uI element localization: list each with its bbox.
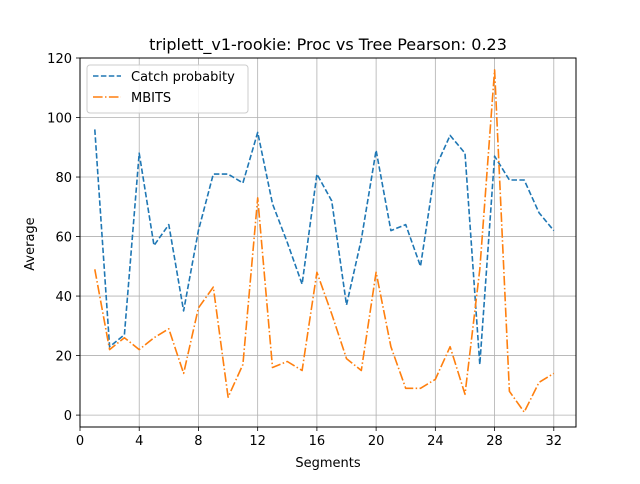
y-tick-label: 40 (55, 290, 72, 305)
legend-box (86, 64, 249, 114)
grid (79, 57, 576, 427)
y-axis-label: Average (23, 217, 38, 270)
y-tick-label: 20 (55, 350, 72, 365)
chart-title: triplett_v1-rookie: Proc vs Tree Pearson… (149, 35, 507, 55)
y-tick-label: 60 (55, 231, 72, 246)
y-tick-label: 100 (47, 112, 72, 127)
x-tick-label: 32 (546, 434, 563, 449)
x-tick-label: 24 (427, 434, 444, 449)
x-tick-label: 16 (309, 434, 326, 449)
x-tick-label: 28 (486, 434, 503, 449)
x-axis-label: Segments (295, 456, 361, 471)
x-tick-label: 12 (249, 434, 266, 449)
plot-frame (79, 57, 577, 428)
series-line-mbits (94, 69, 555, 413)
axis-ticks: 0 4 8 12 16 20 24 28 32 0 20 40 60 80 100 120 (47, 52, 562, 449)
legend-label-catch-probabity: Catch probabity (131, 70, 235, 85)
series-line-catch-probabity (94, 129, 555, 366)
x-tick-label: 20 (368, 434, 385, 449)
x-tick-label: 0 (76, 434, 84, 449)
legend-label-mbits: MBITS (131, 91, 171, 106)
x-tick-label: 8 (194, 434, 202, 449)
y-tick-label: 120 (47, 52, 72, 67)
legend: Catch probabity MBITS (86, 64, 249, 114)
series-lines (94, 69, 555, 413)
x-tick-label: 4 (135, 434, 143, 449)
y-tick-label: 0 (64, 409, 72, 424)
y-tick-label: 80 (55, 171, 72, 186)
